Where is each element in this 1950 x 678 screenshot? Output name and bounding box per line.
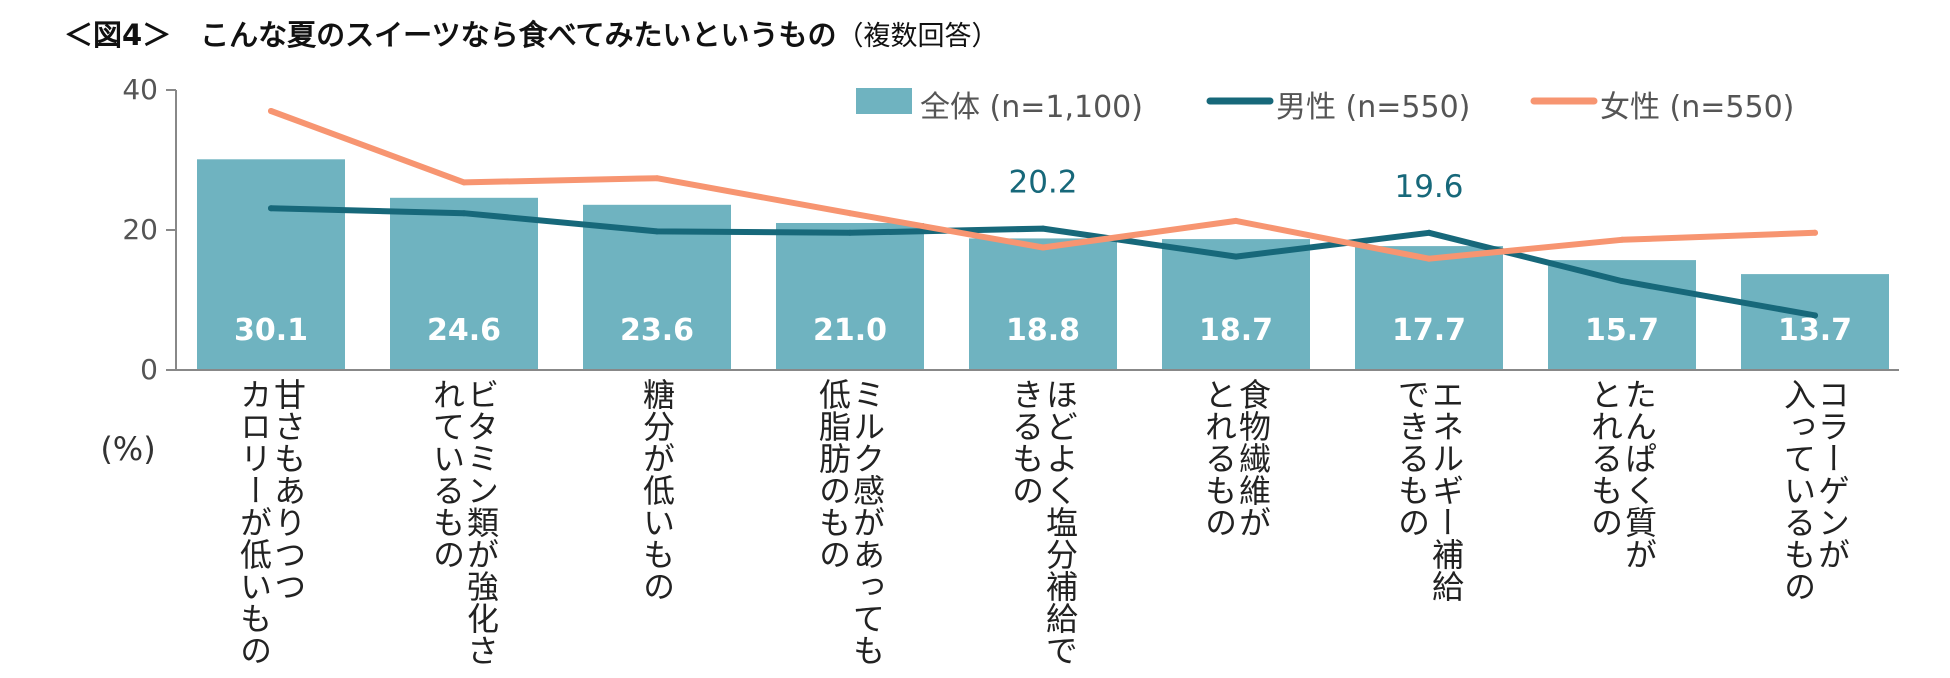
bar bbox=[1355, 246, 1503, 370]
bar bbox=[1741, 274, 1889, 370]
category-label: できるもの bbox=[1393, 378, 1431, 538]
category-label: とれるもの bbox=[1586, 378, 1624, 538]
legend-label: 女性 (n=550) bbox=[1600, 90, 1794, 125]
line-point bbox=[461, 210, 467, 217]
bar bbox=[390, 197, 538, 370]
line-point bbox=[461, 179, 467, 186]
data-annotation: 20.2 bbox=[1008, 165, 1077, 201]
category-label: ビタミン類が強化さ bbox=[462, 378, 500, 666]
y-axis-unit: (%) bbox=[100, 430, 155, 468]
category-label: 低脂肪のもの bbox=[814, 378, 852, 570]
category-label: エネルギー補給 bbox=[1427, 378, 1465, 602]
legend-label: 男性 (n=550) bbox=[1276, 90, 1470, 125]
line-point bbox=[1040, 225, 1046, 232]
chart-title: ＜図4＞ こんな夏のスイーツなら食べてみたいというもの（複数回答） bbox=[64, 12, 998, 54]
category-label: カロリーが低いもの bbox=[235, 378, 273, 666]
bar-value-label: 24.6 bbox=[427, 313, 501, 348]
bar-value-label: 17.7 bbox=[1392, 313, 1466, 348]
category-label: たんぱく質が bbox=[1620, 378, 1658, 570]
bar-value-label: 21.0 bbox=[813, 313, 887, 348]
category-label: 入っているもの bbox=[1779, 378, 1817, 602]
chart-title-main: ＜図4＞ こんな夏のスイーツなら食べてみたいというもの bbox=[64, 18, 837, 52]
line-point bbox=[1426, 229, 1432, 236]
line-point bbox=[1233, 217, 1239, 224]
bar-value-label: 30.1 bbox=[234, 313, 308, 348]
legend-swatch-bar bbox=[856, 88, 912, 114]
y-tick-label: 40 bbox=[122, 73, 158, 106]
bar bbox=[197, 159, 345, 370]
bar-value-label: 15.7 bbox=[1585, 313, 1659, 348]
category-label: 甘さもありつつ bbox=[269, 378, 307, 602]
chart-title-sub: （複数回答） bbox=[836, 21, 999, 52]
line-point bbox=[1812, 312, 1818, 319]
bar bbox=[1162, 239, 1310, 370]
category-label: れているもの bbox=[428, 378, 466, 570]
category-label: ほどよく塩分補給で bbox=[1041, 378, 1079, 666]
bar-value-label: 13.7 bbox=[1778, 313, 1852, 348]
line-point bbox=[1040, 244, 1046, 251]
line-point bbox=[1233, 253, 1239, 260]
line-point bbox=[847, 210, 853, 217]
legend-label: 全体 (n=1,100) bbox=[920, 90, 1143, 125]
line-point bbox=[654, 228, 660, 235]
line-point bbox=[847, 229, 853, 236]
line-point bbox=[654, 175, 660, 182]
y-tick-label: 0 bbox=[140, 353, 158, 386]
bar-value-label: 18.7 bbox=[1199, 313, 1273, 348]
line-point bbox=[1619, 278, 1625, 285]
category-label: コラーゲンが bbox=[1813, 378, 1851, 570]
bar-value-label: 18.8 bbox=[1006, 313, 1080, 348]
category-label: 食物繊維が bbox=[1234, 378, 1272, 538]
line-point bbox=[268, 205, 274, 212]
y-tick-label: 20 bbox=[122, 213, 158, 246]
category-label: とれるもの bbox=[1200, 378, 1238, 538]
bar-value-label: 23.6 bbox=[620, 313, 694, 348]
category-label: 糖分が低いもの bbox=[638, 378, 676, 602]
line-point bbox=[1812, 229, 1818, 236]
data-annotation: 19.6 bbox=[1394, 169, 1463, 205]
bar bbox=[969, 238, 1117, 370]
line-point bbox=[268, 108, 274, 114]
category-label: きるもの bbox=[1007, 378, 1045, 506]
line-point bbox=[1426, 255, 1432, 262]
bar bbox=[776, 223, 924, 370]
category-label: ミルク感があっても bbox=[848, 378, 886, 666]
line-point bbox=[1619, 236, 1625, 243]
